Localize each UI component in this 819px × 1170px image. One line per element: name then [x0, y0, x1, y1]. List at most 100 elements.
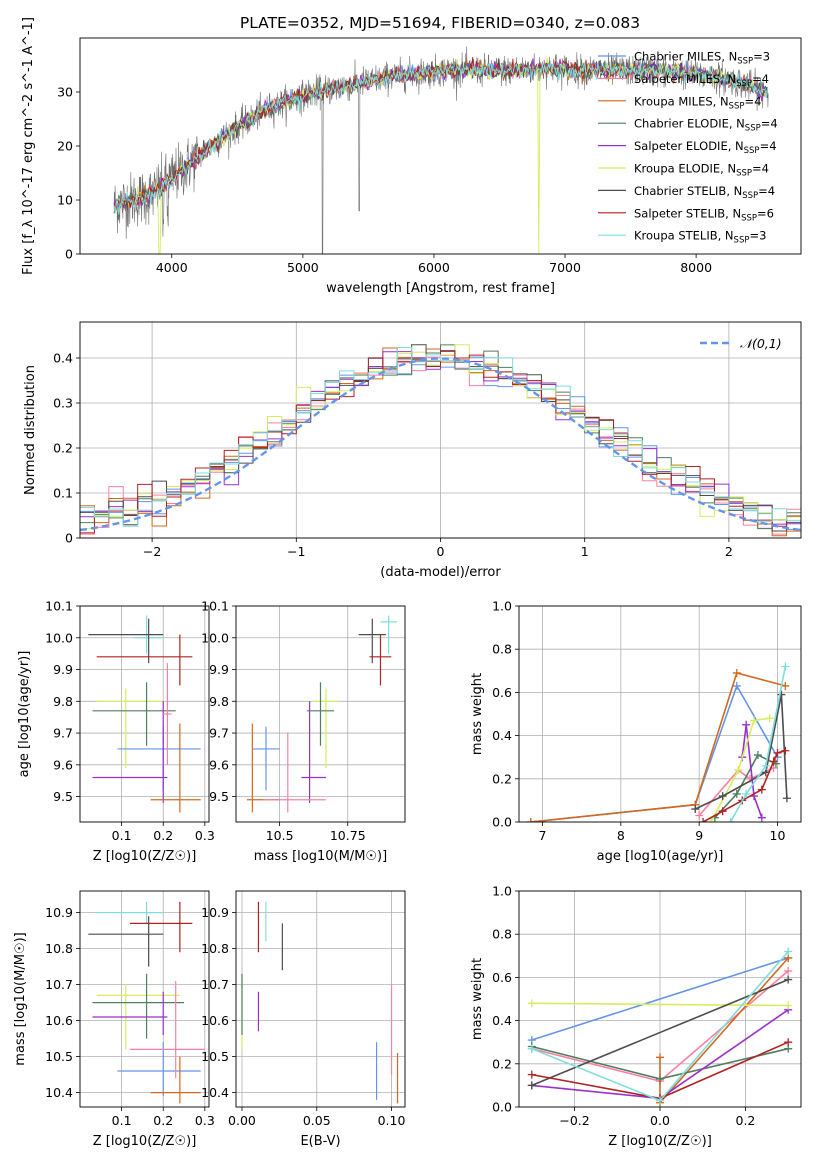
weight-marker — [527, 1044, 536, 1053]
y-tick-label: 9.8 — [53, 694, 73, 709]
plot-area — [88, 901, 205, 1104]
weight-marker — [527, 1070, 536, 1079]
y-tick-label: 0.4 — [492, 1013, 512, 1028]
weight-marker — [784, 947, 793, 956]
y-tick-label: 10.6 — [45, 1013, 73, 1028]
plot-area — [80, 344, 801, 537]
y-tick-label: 10.1 — [201, 599, 229, 614]
weight-line — [741, 724, 763, 818]
errorbar-point — [301, 701, 326, 803]
errorbar-point — [263, 733, 326, 813]
x-axis-label: E(B-V) — [300, 1134, 340, 1149]
errorbar-point — [369, 634, 392, 686]
weight-marker — [718, 807, 727, 816]
y-tick-label: 0.8 — [492, 927, 512, 942]
y-tick-label: 0.3 — [53, 396, 73, 411]
x-tick-label: 10 — [770, 828, 786, 843]
plot-age_vs_mass: 10.5 10.75 9.5 9.6 9.7 9.8 9.9 10.0 10.1 mass [lo… — [201, 599, 406, 864]
y-tick-label: 30 — [57, 85, 73, 100]
errorbar-point — [358, 618, 386, 664]
errorbar-point — [117, 726, 201, 791]
y-axis-label: mass [log10(M/M☉)] — [13, 932, 28, 1065]
x-tick-label: 0.05 — [303, 1113, 331, 1128]
errorbar-point — [246, 723, 280, 813]
x-tick-label: 9 — [695, 828, 703, 843]
y-tick-label: 0.8 — [492, 642, 512, 657]
legend-entry: Chabrier STELIB, NSSP=4 — [634, 184, 775, 201]
y-tick-label: 9.8 — [209, 694, 229, 709]
y-tick-label: 0.2 — [53, 441, 73, 456]
legend-entry: Salpeter ELODIE, NSSP=4 — [634, 139, 777, 156]
errorbar-point — [96, 901, 164, 924]
x-axis-label: wavelength [Angstrom, rest frame] — [326, 281, 555, 296]
errorbar-point — [129, 981, 205, 1079]
y-tick-label: 1.0 — [492, 599, 512, 614]
spectrum-legend: Chabrier MILES, NSSP=3 Salpeter MILES, NS… — [598, 50, 778, 246]
y-tick-label: 9.7 — [209, 726, 229, 741]
x-tick-label: −2 — [143, 544, 161, 559]
x-tick-label: 1 — [581, 544, 589, 559]
model-fit-line — [114, 58, 768, 254]
legend-entry: Salpeter MILES, NSSP=4 — [634, 72, 769, 89]
y-tick-label: 10.4 — [201, 1085, 229, 1100]
y-tick-label: 9.6 — [209, 757, 229, 772]
plot-area — [527, 947, 793, 1107]
y-tick-label: 9.9 — [53, 662, 73, 677]
x-axis-label: Z [log10(Z/Z☉)] — [608, 1134, 712, 1149]
errorbar-point — [163, 663, 172, 765]
weight-marker — [753, 751, 762, 760]
y-tick-label: 0.6 — [492, 685, 512, 700]
y-axis-label: Normed distribution — [23, 365, 38, 495]
y-tick-label: 20 — [57, 139, 73, 154]
errorbar-point — [312, 688, 340, 768]
y-tick-label: 0.1 — [53, 486, 73, 501]
weight-marker — [769, 757, 778, 766]
x-tick-label: 0.2 — [736, 1113, 756, 1128]
x-axis-label: Z [log10(Z/Z☉)] — [93, 1134, 197, 1149]
x-tick-label: 2 — [725, 544, 733, 559]
legend-entry: Chabrier ELODIE, NSSP=4 — [634, 117, 778, 134]
weight-line — [659, 957, 789, 1105]
y-tick-label: 10.6 — [201, 1013, 229, 1028]
x-tick-label: 8 — [617, 828, 625, 843]
errorbar-point — [92, 701, 168, 803]
weight-marker — [782, 794, 791, 803]
x-tick-label: 0 — [437, 544, 445, 559]
weight-line — [694, 694, 788, 810]
errorbar-point — [92, 991, 168, 1035]
legend-entry: Kroupa STELIB, NSSP=3 — [634, 229, 766, 246]
axes-frame — [79, 890, 210, 1108]
errorbar-point — [129, 901, 193, 953]
x-tick-label: 10.75 — [330, 828, 366, 843]
normal-curve — [80, 357, 801, 532]
weight-marker — [699, 818, 708, 822]
residual-legend: 𝒩(0,1) — [700, 336, 782, 351]
plot-weight_vs_Z: −0.2 0.0 0.2 0.0 0.2 0.4 0.6 0.8 1.0 Z [log10(Z/Z… — [470, 884, 802, 1149]
y-tick-label: 0.2 — [492, 1056, 512, 1071]
legend-entry: Chabrier MILES, NSSP=3 — [634, 50, 770, 67]
weight-marker — [781, 681, 790, 690]
weight-marker — [742, 720, 751, 729]
x-axis-label: mass [log10(M/M☉)] — [254, 849, 387, 864]
y-tick-label: 10.8 — [45, 941, 73, 956]
y-tick-label: 9.6 — [53, 757, 73, 772]
weight-line — [531, 978, 789, 1087]
y-tick-label: 10.9 — [201, 905, 229, 920]
weight-marker — [656, 1096, 664, 1105]
y-tick-label: 10 — [57, 193, 73, 208]
y-tick-label: 0.4 — [53, 351, 73, 366]
x-tick-label: 0.1 — [112, 1113, 132, 1128]
legend-entry: 𝒩(0,1) — [740, 336, 782, 351]
y-axis-label: age [log10(age/yr)] — [17, 651, 32, 778]
x-tick-label: −0.2 — [559, 1113, 589, 1128]
weight-marker — [656, 1074, 664, 1083]
plot-weight_vs_age: 7 8 9 10 0.0 0.2 0.4 0.6 0.8 1.0 age [log10(age/yr… — [470, 599, 802, 864]
weight-marker — [761, 761, 770, 770]
x-tick-label: 0.1 — [112, 828, 132, 843]
weight-marker — [656, 1053, 664, 1062]
weight-marker — [773, 748, 782, 757]
axes-frame — [79, 605, 210, 823]
plot-mass_vs_ebv: 0.00 0.05 0.10 10.4 10.5 10.6 10.7 10.8 10.9 E(B-… — [201, 890, 405, 1149]
y-axis-label: Flux [f_λ 10^-17 erg cm^-2 s^-1 A^-1] — [21, 17, 36, 275]
